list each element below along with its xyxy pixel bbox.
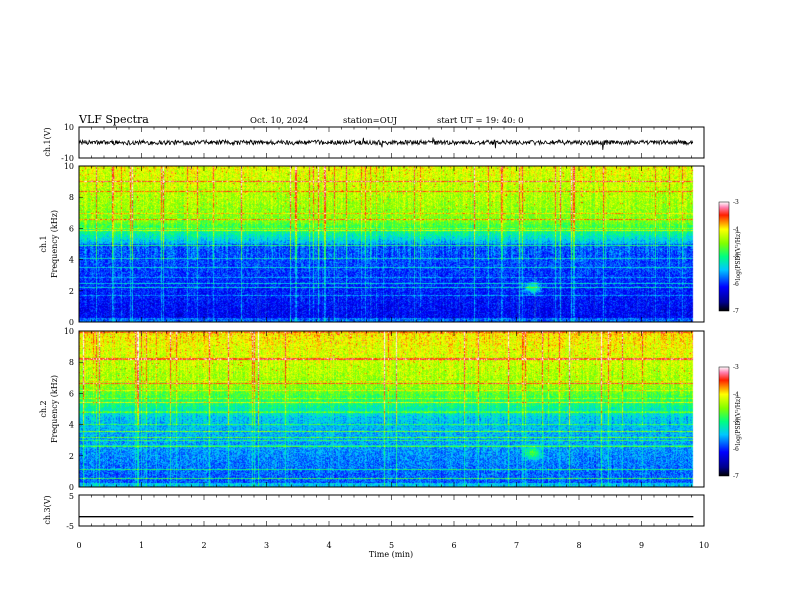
ch3-waveform-panel: 5 -5 ch.3(V) 0 1 2 3 4 5 6 7 8 9 10 Time (min) bbox=[43, 492, 709, 559]
ch1-cb-tick--4: -4 bbox=[733, 226, 739, 233]
ch2-cb-tick--7: -7 bbox=[733, 473, 739, 480]
ch2-spec-ytick-10: 10 bbox=[64, 327, 74, 336]
ch1-cb-tick--3: -3 bbox=[733, 199, 739, 206]
ch2-spec-ytick-0: 0 bbox=[69, 483, 74, 492]
ch2-spec-ytick-2: 2 bbox=[69, 452, 74, 461]
station-label: station=OUJ bbox=[343, 116, 398, 126]
xtick-10: 10 bbox=[699, 541, 709, 550]
ch1-waveform-line bbox=[78, 137, 694, 150]
ch1-cb-tick--7: -7 bbox=[733, 308, 739, 315]
ch3-ytick-bottom: -5 bbox=[66, 522, 74, 531]
ch1-colorbar-label: log(PSD)(V²/Hz) bbox=[735, 232, 742, 281]
ch2-spec-ytick-6: 6 bbox=[69, 389, 74, 398]
ch1-cb-tick--6: -6 bbox=[733, 281, 739, 288]
ch3-ytick-top: 5 bbox=[69, 492, 74, 501]
ch1-ytick-top: 10 bbox=[64, 123, 74, 132]
xtick-5: 5 bbox=[389, 541, 394, 550]
xtick-6: 6 bbox=[451, 541, 456, 550]
ch2-spectrogram-image bbox=[79, 331, 704, 487]
ch1-spec-ytick-6: 6 bbox=[69, 224, 74, 233]
chart-title: VLF Spectra bbox=[78, 113, 149, 126]
ch2-cb-tick--3: -3 bbox=[733, 364, 739, 371]
xtick-3: 3 bbox=[264, 541, 269, 550]
ch1-spec-ytick-4: 4 bbox=[69, 256, 74, 265]
ch2-spec-ytick-4: 4 bbox=[69, 421, 74, 430]
ch1-spec-ytick-0: 0 bbox=[69, 318, 74, 327]
ch1-channel-label: ch.1 bbox=[39, 235, 48, 252]
xtick-9: 9 bbox=[639, 541, 644, 550]
ch2-channel-label: ch.2 bbox=[39, 400, 48, 417]
ch1-ytick-bottom: -10 bbox=[61, 154, 74, 163]
ch1-spec-ytick-2: 2 bbox=[69, 287, 74, 296]
xtick-0: 0 bbox=[76, 541, 81, 550]
xtick-4: 4 bbox=[326, 541, 331, 550]
ch1-spec-ytick-8: 8 bbox=[69, 193, 74, 202]
ch1-colorbar bbox=[718, 201, 730, 312]
ch1-cb-tick--5: -5 bbox=[733, 254, 739, 261]
ch1-spec-ytick-10: 10 bbox=[64, 162, 74, 171]
ch1-waveform-panel: 10 -10 ch.1(V) bbox=[43, 123, 705, 163]
ch2-cb-tick--4: -4 bbox=[733, 391, 739, 398]
ch2-cb-tick--6: -6 bbox=[733, 446, 739, 453]
start-time-label: start UT = 19: 40: 0 bbox=[437, 116, 524, 126]
xtick-2: 2 bbox=[201, 541, 206, 550]
xtick-8: 8 bbox=[576, 541, 581, 550]
ch2-frequency-label: Frequency (kHz) bbox=[50, 375, 59, 443]
ch2-spec-ytick-8: 8 bbox=[69, 358, 74, 367]
ch2-cb-tick--5: -5 bbox=[733, 419, 739, 426]
date-label: Oct. 10, 2024 bbox=[250, 116, 308, 126]
ch3-waveform-ylabel: ch.3(V) bbox=[43, 495, 52, 524]
xtick-7: 7 bbox=[514, 541, 519, 550]
ch1-waveform-ylabel: ch.1(V) bbox=[43, 127, 52, 156]
ch2-colorbar bbox=[718, 366, 730, 477]
ch1-frequency-label: Frequency (kHz) bbox=[50, 210, 59, 278]
x-axis-label: Time (min) bbox=[369, 550, 413, 559]
ch1-spectrogram-image bbox=[79, 166, 704, 322]
ch2-colorbar-label: log(PSD)(V²/Hz) bbox=[735, 397, 742, 446]
xtick-1: 1 bbox=[139, 541, 144, 550]
